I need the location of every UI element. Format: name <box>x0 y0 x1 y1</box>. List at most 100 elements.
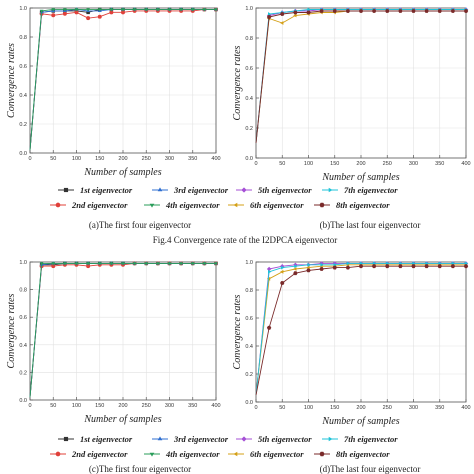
y-tick-label: 0.6 <box>245 66 253 72</box>
legend-marker <box>319 451 325 457</box>
legend-label: 3rd eigenvector <box>173 434 229 444</box>
legend-marker <box>328 187 333 193</box>
legend-marker <box>55 451 61 457</box>
legend-label: 3rd eigenvector <box>173 185 229 195</box>
y-axis-label: Convergence rates <box>6 43 17 118</box>
data-point <box>307 7 311 12</box>
x-tick-label: 400 <box>211 403 220 409</box>
data-point <box>358 264 364 269</box>
series-line <box>255 264 469 396</box>
x-tick-label: 250 <box>383 405 392 411</box>
legend-row: 2nd eigenvector 4th eigenvector 6th eigenv… <box>50 449 390 459</box>
y-tick-label: 0.4 <box>245 344 253 350</box>
y-tick-label: 0.2 <box>19 122 27 128</box>
y-tick-label: 0.8 <box>245 36 253 42</box>
x-tick-label: 0 <box>28 403 31 409</box>
y-tick-label: 0.6 <box>245 316 253 322</box>
x-tick-label: 200 <box>356 405 365 411</box>
x-axis-label: Number of samples <box>83 414 161 425</box>
data-point <box>281 265 285 270</box>
legend-marker <box>63 436 69 442</box>
legend-marker <box>149 203 155 208</box>
y-tick-label: 0.4 <box>19 93 27 99</box>
data-point <box>293 271 298 276</box>
data-point <box>97 262 102 266</box>
legend-marker <box>233 451 238 457</box>
y-tick-label: 0.2 <box>245 126 253 132</box>
y-tick-label: 0.0 <box>19 398 27 404</box>
legend-label: 8th eigenvector <box>336 449 390 459</box>
data-point <box>371 9 377 13</box>
x-tick-label: 50 <box>279 161 285 167</box>
data-point <box>202 262 207 266</box>
data-point <box>306 268 311 273</box>
data-point <box>51 262 56 266</box>
y-tick-label: 1.0 <box>245 260 253 266</box>
data-point <box>450 264 456 269</box>
data-point <box>144 262 149 266</box>
x-axis-label: Number of samples <box>321 416 399 427</box>
data-point <box>144 8 149 12</box>
data-point <box>86 262 90 266</box>
data-point <box>121 8 125 12</box>
data-point <box>156 262 160 266</box>
data-point <box>132 262 137 266</box>
data-point <box>202 8 207 12</box>
data-point <box>121 10 125 15</box>
legend-row: 2nd eigenvector 4th eigenvector 6th eigenv… <box>50 200 390 210</box>
data-point <box>293 267 297 271</box>
legend-marker <box>241 187 247 193</box>
legend-row: 1st eigenvector 3rd eigenvector 5th eigenv… <box>58 185 398 195</box>
data-point <box>268 269 272 274</box>
series-line <box>255 9 469 144</box>
y-axis-label: Convergence rates <box>232 45 243 120</box>
x-tick-label: 50 <box>279 405 285 411</box>
x-tick-label: 300 <box>409 161 418 167</box>
data-point <box>398 264 403 269</box>
x-tick-label: 400 <box>461 405 470 411</box>
data-point <box>463 264 469 269</box>
legend-marker <box>149 452 155 457</box>
data-point <box>398 9 403 13</box>
data-point <box>332 265 337 270</box>
legend-marker <box>55 202 61 208</box>
data-point <box>411 264 416 269</box>
data-point <box>306 10 311 15</box>
y-axis-label: Convergence rates <box>232 294 243 369</box>
data-point <box>450 9 456 13</box>
y-axis-label: Convergence rates <box>6 293 17 368</box>
legend-marker <box>233 202 238 208</box>
y-tick-label: 0.4 <box>245 96 253 102</box>
y-tick-label: 0.6 <box>19 315 27 321</box>
data-point <box>293 10 298 15</box>
legend-label: 1st eigenvector <box>80 185 133 195</box>
data-point <box>86 8 90 12</box>
x-tick-label: 150 <box>330 161 339 167</box>
data-point <box>86 16 91 21</box>
x-tick-label: 250 <box>142 156 151 162</box>
y-tick-label: 1.0 <box>19 6 27 12</box>
x-tick-label: 200 <box>356 161 365 167</box>
legend-label: 5th eigenvector <box>258 185 312 195</box>
data-point <box>179 8 183 12</box>
y-tick-label: 0.8 <box>19 35 27 41</box>
x-tick-label: 150 <box>95 403 104 409</box>
data-point <box>63 8 67 12</box>
data-point <box>74 10 79 15</box>
data-point <box>385 9 390 13</box>
data-point <box>307 262 311 267</box>
legend-marker <box>328 436 333 442</box>
legend-row: 1st eigenvector 3rd eigenvector 5th eigenv… <box>58 434 398 444</box>
series-line <box>29 262 218 398</box>
data-point <box>332 9 337 13</box>
data-point <box>266 15 272 19</box>
series-line <box>255 262 468 396</box>
data-point <box>51 8 56 12</box>
y-tick-label: 0.4 <box>19 343 27 349</box>
data-point <box>121 262 125 266</box>
data-point <box>437 9 442 13</box>
data-point <box>437 264 442 269</box>
y-tick-label: 0.8 <box>19 288 27 294</box>
chart-b: 0.0 0.2 0.4 0.6 0.8 1.0 0 50 100 150 200 250 300 350 4… <box>232 6 471 183</box>
